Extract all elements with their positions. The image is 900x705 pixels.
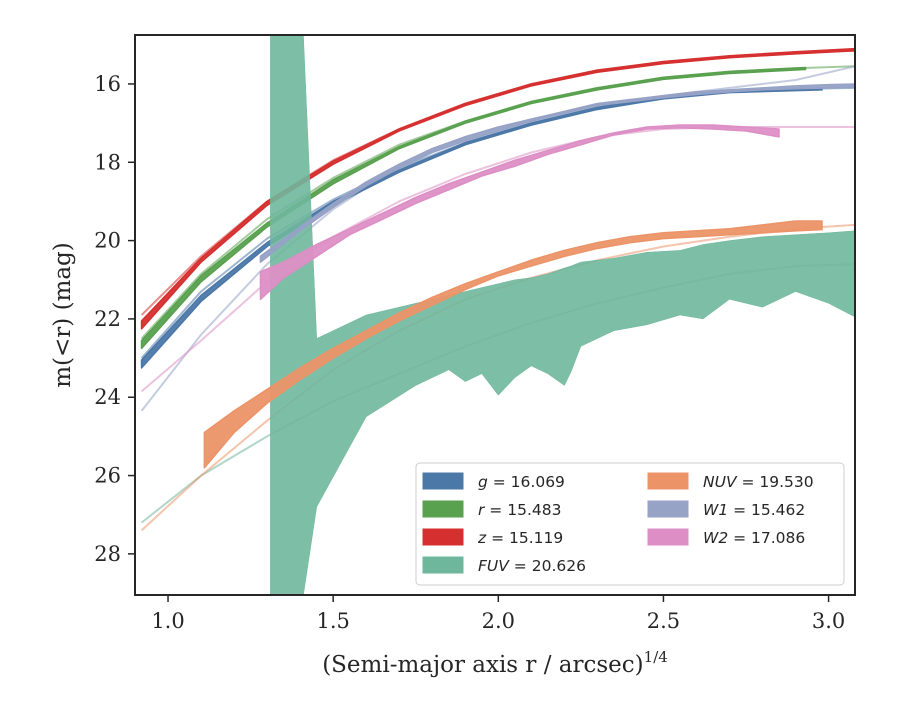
legend-box bbox=[415, 462, 845, 586]
legend-label-z: z = 15.119 bbox=[477, 529, 563, 547]
legend-label-nuv: NUV = 19.530 bbox=[703, 473, 814, 491]
data-band-z bbox=[140, 47, 855, 330]
data-bands-layer bbox=[140, 35, 855, 595]
legend-swatch-z bbox=[422, 528, 464, 546]
legend-label-w1: W1 = 15.462 bbox=[703, 501, 805, 519]
x-tick-label: 2.5 bbox=[647, 609, 680, 633]
y-tick-label: 22 bbox=[94, 307, 121, 331]
y-axis-ticks: 16 18 20 22 24 26 28 bbox=[94, 72, 135, 566]
plot-frame bbox=[134, 34, 856, 596]
data-band-w1 bbox=[259, 83, 855, 263]
x-tick-label: 1.0 bbox=[151, 609, 184, 633]
data-band-nuv bbox=[203, 220, 823, 469]
x-tick-label: 1.5 bbox=[316, 609, 349, 633]
x-axis-ticks: 1.0 1.5 2.0 2.5 3.0 bbox=[151, 595, 845, 633]
x-tick-label: 2.0 bbox=[482, 609, 515, 633]
y-tick-label: 24 bbox=[94, 385, 121, 409]
legend-label-g: g = 16.069 bbox=[478, 473, 565, 491]
legend-swatch-fuv bbox=[422, 556, 464, 574]
x-axis-title-main: (Semi-major axis r / arcsec) bbox=[322, 652, 643, 678]
data-band-w2 bbox=[259, 124, 780, 301]
legend-swatch-g bbox=[422, 472, 464, 490]
x-axis-title: (Semi-major axis r / arcsec)1/4 bbox=[322, 648, 668, 678]
x-tick-label: 3.0 bbox=[812, 609, 845, 633]
legend-swatch-w1 bbox=[647, 500, 689, 518]
legend-label-w2: W2 = 17.086 bbox=[703, 529, 805, 547]
legend: g = 16.069 r = 15.483 z = 15.119 FUV = 20.6… bbox=[415, 462, 845, 586]
y-tick-label: 20 bbox=[94, 229, 121, 253]
data-band-r bbox=[140, 66, 807, 350]
x-axis-title-superscript: 1/4 bbox=[644, 648, 668, 666]
legend-swatch-r bbox=[422, 500, 464, 518]
y-tick-label: 16 bbox=[94, 72, 121, 96]
y-tick-label: 26 bbox=[94, 464, 121, 488]
y-tick-label: 18 bbox=[94, 150, 121, 174]
legend-label-fuv: FUV = 20.626 bbox=[478, 557, 586, 575]
y-axis-title: m(<r) (mag) bbox=[50, 242, 76, 388]
legend-label-r: r = 15.483 bbox=[478, 501, 561, 519]
legend-swatch-w2 bbox=[647, 528, 689, 546]
legend-swatch-nuv bbox=[647, 472, 689, 490]
data-band-fuv bbox=[270, 35, 855, 595]
y-tick-label: 28 bbox=[94, 542, 121, 566]
